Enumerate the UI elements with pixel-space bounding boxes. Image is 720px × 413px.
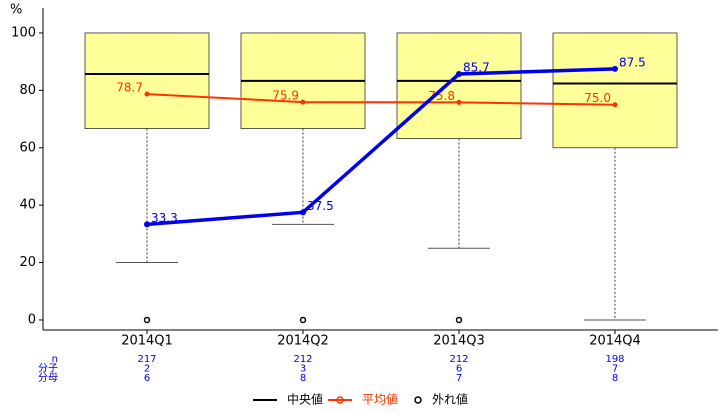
table-cell: 6 bbox=[456, 364, 462, 375]
table-row-label: 分母 bbox=[38, 372, 58, 384]
table-cell: 212 bbox=[293, 354, 312, 365]
table-cell: 212 bbox=[449, 354, 468, 365]
y-tick-label: 80 bbox=[19, 83, 36, 98]
mean-label: 75.8 bbox=[428, 89, 455, 103]
y-tick-label: 40 bbox=[19, 198, 36, 213]
mean-label: 75.0 bbox=[584, 91, 611, 105]
mean-line bbox=[146, 93, 616, 106]
box bbox=[396, 32, 522, 139]
box bbox=[84, 32, 210, 129]
mean-point bbox=[456, 99, 462, 105]
legend-label: 外れ値 bbox=[432, 392, 468, 407]
outlier bbox=[299, 316, 307, 324]
legend-mean-point bbox=[336, 396, 344, 404]
x-tick-label: 2014Q4 bbox=[589, 334, 641, 349]
table-cell: 7 bbox=[456, 373, 462, 384]
mean-point bbox=[300, 99, 306, 105]
box bbox=[552, 32, 678, 149]
rate-point bbox=[612, 65, 618, 72]
rate-label: 87.5 bbox=[619, 55, 646, 69]
legend-label: 平均値 bbox=[362, 392, 398, 407]
mean-label: 75.9 bbox=[272, 89, 299, 103]
rate-point bbox=[300, 209, 306, 216]
rate-point bbox=[456, 71, 462, 78]
mean-point bbox=[612, 102, 618, 108]
rate-point bbox=[144, 221, 150, 228]
table-row-label: n bbox=[52, 354, 58, 365]
y-tick-label: 100 bbox=[11, 25, 36, 40]
table-row-label: 分子 bbox=[38, 363, 58, 375]
mean-point bbox=[144, 91, 150, 97]
table-cell: 3 bbox=[300, 364, 306, 375]
table-cell: 6 bbox=[144, 373, 150, 384]
x-tick-label: 2014Q1 bbox=[121, 334, 173, 349]
x-tick-label: 2014Q2 bbox=[277, 334, 329, 349]
y-tick-label: 20 bbox=[19, 255, 36, 270]
rate-label: 37.5 bbox=[307, 199, 334, 213]
rate-label: 33.3 bbox=[151, 211, 178, 225]
table-cell: 217 bbox=[137, 354, 156, 365]
y-axis-label: % bbox=[10, 3, 22, 18]
mean-label: 78.7 bbox=[116, 81, 143, 95]
legend-label: 中央値 bbox=[287, 392, 323, 407]
rate-label: 85.7 bbox=[463, 61, 490, 75]
table-cell: 198 bbox=[605, 354, 624, 365]
legend-outlier bbox=[414, 396, 422, 404]
table-cell: 8 bbox=[612, 373, 618, 384]
table-cell: 8 bbox=[300, 373, 306, 384]
outlier bbox=[143, 316, 151, 324]
table-cell: 2 bbox=[144, 364, 150, 375]
y-tick-label: 0 bbox=[28, 312, 36, 327]
y-tick-label: 60 bbox=[19, 140, 36, 155]
rate-line bbox=[146, 67, 616, 227]
table-cell: 7 bbox=[612, 364, 618, 375]
x-tick-label: 2014Q3 bbox=[433, 334, 485, 349]
outlier bbox=[455, 316, 463, 324]
